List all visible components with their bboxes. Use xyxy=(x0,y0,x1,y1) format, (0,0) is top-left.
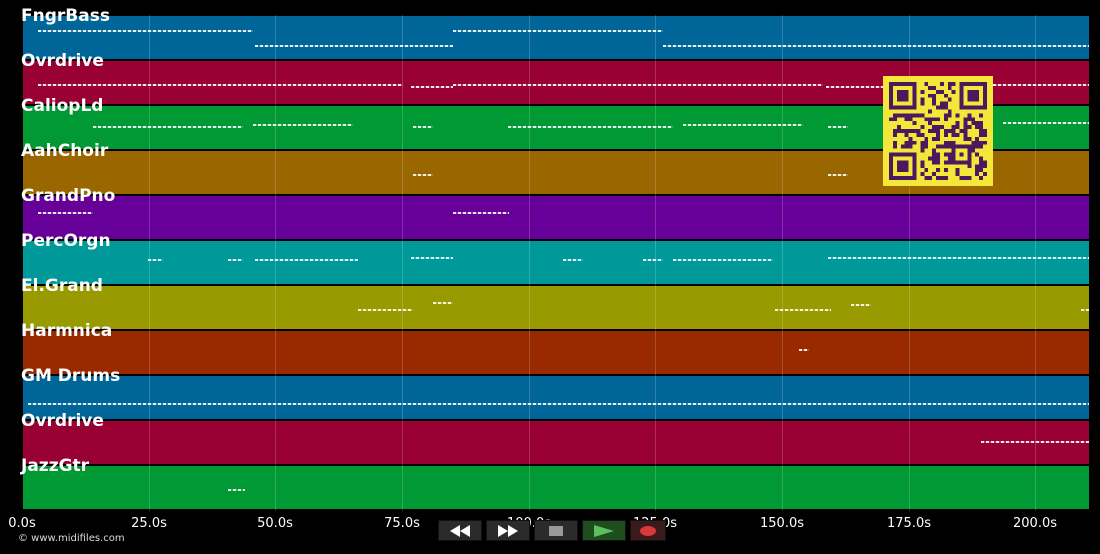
track-label: JazzGtr xyxy=(21,456,90,476)
qr-code-icon xyxy=(883,76,993,186)
track-label: CaliopLd xyxy=(21,96,104,116)
note-streak xyxy=(228,259,243,261)
time-gridline xyxy=(909,15,910,511)
time-gridline xyxy=(275,15,276,511)
record-icon xyxy=(640,525,656,536)
track-label: Ovrdrive xyxy=(21,411,104,431)
note-streak xyxy=(413,174,433,176)
note-streak xyxy=(775,309,831,311)
track-lane xyxy=(22,330,1090,375)
time-tick-label: 200.0s xyxy=(1013,516,1057,531)
note-streak xyxy=(413,126,433,128)
time-gridline xyxy=(1035,15,1036,511)
note-streak xyxy=(411,86,453,88)
time-gridline xyxy=(402,15,403,511)
note-streak xyxy=(255,259,358,261)
track-label: GM Drums xyxy=(21,366,121,386)
stop-button[interactable] xyxy=(534,520,578,541)
track-lane xyxy=(22,240,1090,285)
note-streak xyxy=(255,45,453,47)
note-streak xyxy=(828,126,848,128)
track-label: GrandPno xyxy=(21,186,116,206)
note-streak xyxy=(38,84,403,86)
note-streak xyxy=(826,86,883,88)
note-streak xyxy=(38,30,253,32)
note-streak xyxy=(453,84,823,86)
track-label: PercOrgn xyxy=(21,231,111,251)
time-tick-label: 75.0s xyxy=(384,516,420,531)
stop-icon xyxy=(549,525,563,536)
rewind-icon xyxy=(450,524,470,537)
note-streak xyxy=(38,212,93,214)
note-streak xyxy=(828,174,848,176)
track-label: FngrBass xyxy=(21,6,110,26)
time-tick-label: 175.0s xyxy=(887,516,931,531)
track-lane xyxy=(22,465,1090,510)
fast-forward-icon xyxy=(498,524,518,537)
note-streak xyxy=(508,126,673,128)
note-streak xyxy=(673,259,773,261)
track-label: El.Grand xyxy=(21,276,103,296)
note-streak xyxy=(1081,309,1089,311)
track-lane xyxy=(22,420,1090,465)
note-streak xyxy=(799,349,809,351)
transport-controls xyxy=(438,520,666,542)
copyright-text: © www.midifiles.com xyxy=(18,533,125,544)
time-tick-label: 50.0s xyxy=(257,516,293,531)
track-lane xyxy=(22,195,1090,240)
note-streak xyxy=(851,304,871,306)
track-label: AahChoir xyxy=(21,141,109,161)
time-gridline xyxy=(529,15,530,511)
play-icon xyxy=(594,524,614,537)
note-streak xyxy=(93,126,243,128)
time-tick-label: 150.0s xyxy=(760,516,804,531)
fast-forward-button[interactable] xyxy=(486,520,530,541)
rewind-button[interactable] xyxy=(438,520,482,541)
record-button[interactable] xyxy=(630,520,666,541)
note-streak xyxy=(563,259,583,261)
note-streak xyxy=(453,30,663,32)
track-lane xyxy=(22,285,1090,330)
track-label: Ovrdrive xyxy=(21,51,104,71)
note-streak xyxy=(981,441,1089,443)
note-streak xyxy=(358,309,413,311)
time-tick-label: 25.0s xyxy=(131,516,167,531)
track-label: Harmnica xyxy=(21,321,113,341)
note-streak xyxy=(148,259,163,261)
track-lane xyxy=(22,375,1090,420)
note-streak xyxy=(663,45,1089,47)
note-streak xyxy=(1003,122,1089,124)
note-streak xyxy=(28,403,1089,405)
note-streak xyxy=(411,257,453,259)
time-gridline xyxy=(655,15,656,511)
play-button[interactable] xyxy=(582,520,626,541)
time-gridline xyxy=(782,15,783,511)
note-streak xyxy=(683,124,803,126)
time-gridline xyxy=(149,15,150,511)
track-lane xyxy=(22,15,1090,60)
note-streak xyxy=(828,257,1089,259)
note-streak xyxy=(228,489,245,491)
time-tick-label: 0.0s xyxy=(8,516,36,531)
note-streak xyxy=(453,212,509,214)
note-streak xyxy=(253,124,353,126)
note-streak xyxy=(643,259,663,261)
note-streak xyxy=(433,302,453,304)
